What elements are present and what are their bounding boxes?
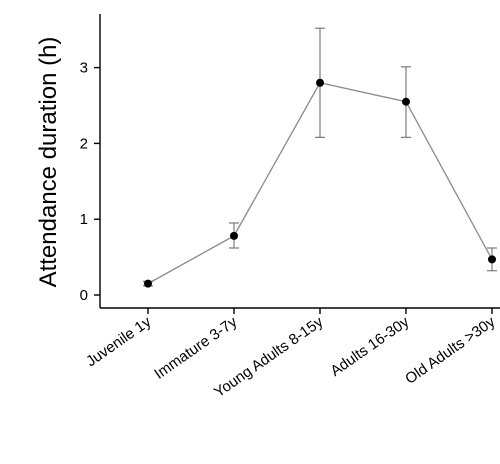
y-tick-label: 0 (80, 287, 88, 304)
y-tick-label: 3 (80, 60, 88, 77)
y-tick-label: 2 (80, 135, 88, 152)
y-axis-title: Attendance duration (h) (35, 37, 62, 288)
data-point (316, 78, 324, 87)
x-tick-label: Immature 3-7y (151, 313, 240, 383)
series-layer (143, 27, 497, 288)
y-tick-label: 1 (80, 211, 88, 228)
data-point (144, 279, 152, 288)
x-tick-label: Adults 16-30y (327, 313, 412, 380)
x-tick-label: Old Adults >30y (402, 313, 499, 388)
data-point (402, 97, 410, 106)
y-ticks: 0 1 2 3 (80, 60, 100, 304)
data-point (230, 231, 238, 240)
data-point (488, 255, 496, 264)
x-tick-label: Juvenile 1y (83, 313, 155, 370)
